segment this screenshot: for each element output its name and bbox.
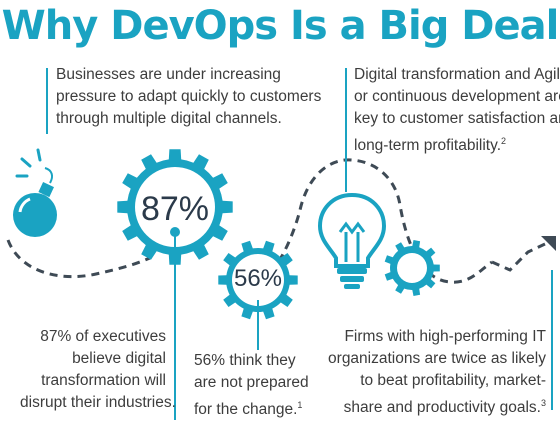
trend-arrow-icon <box>541 236 556 251</box>
connector-dot <box>170 227 180 237</box>
gear-icon <box>218 240 298 320</box>
dashed-path <box>6 239 151 279</box>
prepared-text: 56% think they are not prepared for the … <box>194 352 309 419</box>
stat-56-percent: 56% <box>233 265 283 292</box>
trend-line <box>491 242 546 272</box>
gear-icon <box>117 149 233 265</box>
gear-icon <box>384 240 440 296</box>
transformation-text: Digital transformation and Agile or cont… <box>354 66 560 155</box>
executives-text: 87% of executives believe digital transf… <box>20 328 176 411</box>
firms-text: Firms with high-performing IT organizati… <box>328 328 546 417</box>
lightbulb-icon <box>317 192 387 289</box>
stat-87-percent: 87% <box>140 190 210 228</box>
page-title: Why DevOps Is a Big Deal <box>1 3 560 49</box>
pressure-text: Businesses are under increasing pressure… <box>56 66 322 127</box>
dashed-path <box>268 158 493 284</box>
bomb-icon <box>13 148 57 237</box>
